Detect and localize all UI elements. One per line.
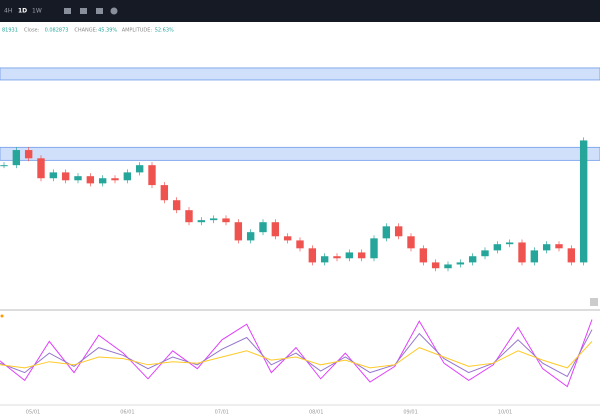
candle (185, 210, 193, 223)
candle (579, 140, 588, 263)
candle (555, 244, 563, 249)
candle (222, 218, 230, 223)
zone (0, 146, 600, 161)
candle (407, 236, 415, 249)
icon (96, 8, 103, 14)
x-tick-label: 07/01 (215, 410, 229, 416)
zone (0, 67, 600, 81)
interval-button[interactable]: 1D (18, 8, 27, 15)
interval-button[interactable]: 1W (32, 8, 42, 15)
candle (370, 238, 378, 259)
icon (80, 8, 87, 14)
candle (135, 165, 144, 173)
candle (172, 200, 181, 211)
candle (357, 252, 366, 259)
candle (271, 222, 280, 237)
candle (111, 178, 119, 181)
info-label: Close: (24, 28, 40, 34)
candle (12, 150, 21, 166)
info-text: 81931 (2, 28, 18, 34)
candle (49, 172, 58, 179)
candle (0, 165, 8, 167)
candle (197, 220, 206, 223)
indicator-line (0, 341, 593, 369)
icon (110, 7, 118, 15)
candle (382, 226, 391, 239)
scale-button[interactable] (590, 298, 598, 306)
candle (456, 262, 465, 265)
candle (505, 242, 514, 245)
candle (86, 176, 95, 184)
candle (61, 172, 70, 181)
candle (431, 262, 440, 269)
candle (444, 264, 452, 269)
candle (345, 252, 354, 259)
icon (64, 8, 71, 14)
candle (234, 222, 243, 241)
candle (481, 250, 489, 257)
candle (468, 256, 477, 263)
x-tick-label: 05/01 (26, 410, 40, 416)
candle (24, 150, 33, 159)
candle (333, 256, 341, 259)
indicator-line (0, 329, 593, 378)
info-value: 0.082873 (45, 28, 69, 34)
candle (320, 256, 329, 263)
info-value: 45.39% (98, 28, 117, 34)
info-value: 52.63% (155, 28, 174, 34)
candle (530, 250, 539, 263)
candle (283, 236, 292, 241)
toolbar-icons (64, 7, 118, 15)
candle (518, 242, 526, 263)
candle (542, 244, 551, 251)
info-label: AMPLITUDE: (122, 28, 153, 34)
candle (394, 226, 403, 237)
x-tick-label: 09/01 (403, 410, 417, 416)
candle (74, 176, 82, 181)
x-tick-label: 06/01 (120, 410, 134, 416)
info-label: CHANGE: (74, 28, 97, 34)
candle (296, 240, 304, 249)
candle (209, 218, 218, 221)
candle (160, 185, 169, 201)
x-tick-label: 08/01 (309, 410, 323, 416)
candle (148, 165, 156, 186)
candle (567, 248, 576, 263)
candle (37, 158, 45, 179)
candle (98, 178, 107, 184)
candle (123, 172, 132, 181)
candle (493, 244, 502, 251)
interval-button[interactable]: 4H (4, 8, 12, 15)
indicator-dot (0, 314, 4, 318)
indicator-line (0, 319, 593, 388)
toolbar (0, 0, 600, 22)
x-tick-label: 10/01 (498, 410, 512, 416)
candle (246, 232, 255, 241)
candle (419, 248, 428, 263)
candle (259, 222, 267, 233)
candle (308, 248, 317, 263)
